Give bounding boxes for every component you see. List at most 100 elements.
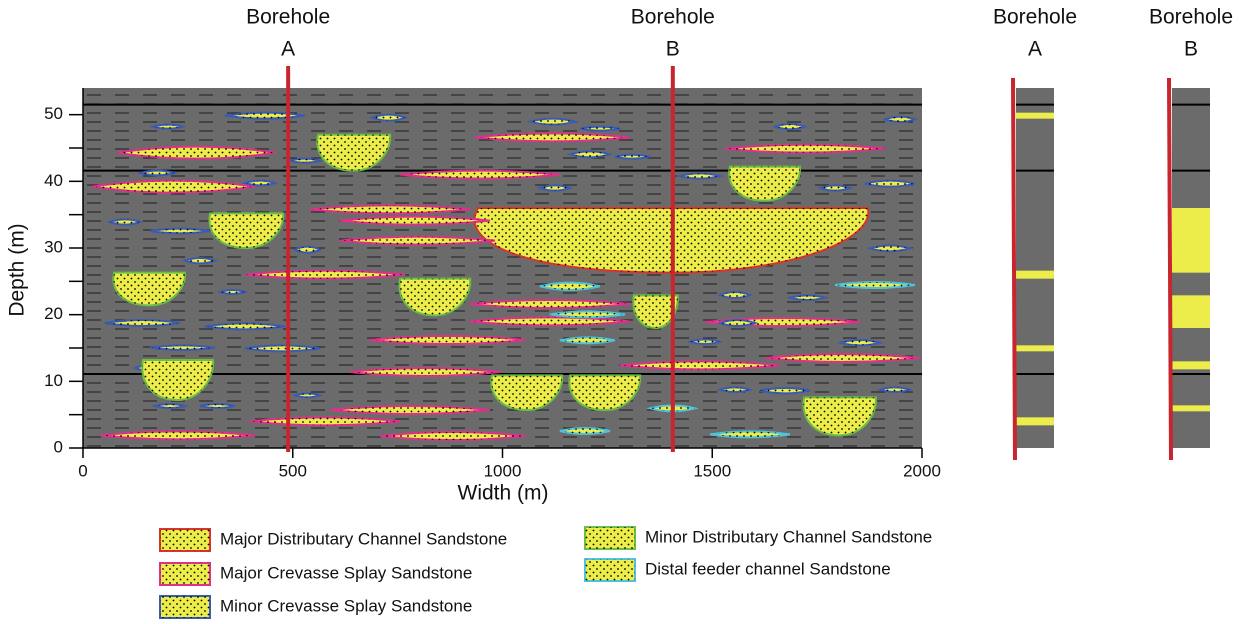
sand-body <box>339 215 491 226</box>
sand-body <box>759 387 811 395</box>
sand-body <box>614 153 651 160</box>
sand-dots <box>570 151 610 158</box>
sand-dots <box>539 282 600 290</box>
column-sand <box>1172 361 1210 370</box>
sand-body <box>866 244 914 253</box>
sand-dots <box>491 375 563 410</box>
sand-dots <box>864 180 915 187</box>
sand-body <box>717 291 753 299</box>
sand-dots <box>209 213 284 248</box>
sand-body <box>864 179 916 188</box>
sand-dots <box>184 258 216 264</box>
sand-body <box>329 405 491 415</box>
sand-body <box>728 165 801 202</box>
sand-body <box>106 218 144 226</box>
sand-body <box>100 430 256 441</box>
column-label: B <box>1184 38 1198 61</box>
sand-body <box>802 396 877 437</box>
sand-dots <box>200 404 235 408</box>
sand-dots <box>775 124 805 130</box>
sand-body <box>716 386 754 393</box>
borehole-title: Borehole <box>246 6 330 29</box>
x-tick-label: 0 <box>78 461 87 480</box>
sand-body <box>724 143 886 154</box>
sand-body <box>876 386 914 393</box>
sand-dots <box>330 406 490 414</box>
sand-body <box>772 123 808 131</box>
sand-body <box>244 344 321 353</box>
sand-dots <box>113 272 186 306</box>
x-axis-label: Width (m) <box>458 482 549 505</box>
x-tick-label: 500 <box>279 461 307 480</box>
sand-body <box>539 281 601 291</box>
sand-dots <box>719 320 756 326</box>
column-title: Borehole <box>993 6 1077 29</box>
sand-dots <box>559 428 610 434</box>
sand-body <box>566 150 614 159</box>
sand-dots <box>765 354 920 362</box>
sand-body <box>817 184 854 192</box>
sand-dots <box>294 246 321 253</box>
sand-body <box>579 125 621 132</box>
sand-body <box>716 319 759 327</box>
column-sand <box>1016 270 1054 279</box>
sand-body <box>676 172 724 180</box>
sand-body <box>559 427 611 435</box>
sand-dots <box>549 311 625 318</box>
sand-dots <box>869 245 910 252</box>
sand-dots <box>380 432 526 440</box>
column-sand <box>1172 405 1210 412</box>
y-axis-label: Depth (m) <box>6 223 29 316</box>
sand-dots <box>116 146 276 159</box>
sand-body <box>526 117 579 126</box>
sand-body <box>349 367 501 377</box>
legend-item: Major Distributary Channel Sandstone <box>159 528 507 552</box>
column-sand <box>1016 112 1054 119</box>
column-sand <box>1172 295 1210 328</box>
sand-dots <box>820 185 851 191</box>
sand-body <box>398 277 472 317</box>
sand-body <box>836 339 884 347</box>
sand-dots <box>679 173 720 179</box>
legend-item: Minor Distributary Channel Sandstone <box>584 526 932 550</box>
x-tick-label: 2000 <box>903 461 941 480</box>
sand-dots <box>244 180 276 186</box>
sand-dots <box>369 336 526 344</box>
sand-body <box>369 113 409 122</box>
sand-dots <box>789 295 826 300</box>
sand-body <box>141 359 215 402</box>
sand-dots <box>880 387 910 392</box>
sand-dots <box>710 431 790 438</box>
sand-dots <box>633 295 678 328</box>
sand-body <box>536 184 574 192</box>
x-tick-label: 1500 <box>693 461 731 480</box>
sand-body <box>244 269 406 280</box>
sand-body <box>249 416 401 427</box>
sand-dots <box>244 270 406 279</box>
sand-body <box>469 316 631 327</box>
legend-item: Major Crevasse Splay Sandstone <box>159 562 472 586</box>
sand-body <box>619 360 781 371</box>
sand-body <box>291 392 324 399</box>
column-sand <box>1172 208 1210 273</box>
sand-body <box>559 336 616 345</box>
column-label: A <box>1028 38 1042 61</box>
sand-body <box>181 257 219 265</box>
sand-dots <box>289 158 321 163</box>
sand-dots <box>690 339 720 344</box>
sand-dots <box>309 205 471 214</box>
sand-dots <box>474 133 631 142</box>
sand-body <box>765 353 921 363</box>
sand-body <box>199 403 236 409</box>
sand-dots <box>469 300 631 308</box>
sand-dots <box>140 170 175 176</box>
sand-dots <box>580 126 620 131</box>
sand-dots <box>400 170 560 179</box>
sand-dots <box>729 166 801 201</box>
sand-dots <box>317 134 391 171</box>
sand-dots <box>142 360 214 400</box>
sand-body <box>136 169 179 177</box>
x-tick-label: 1000 <box>484 461 522 480</box>
sand-dots <box>91 180 255 193</box>
sand-body <box>151 403 189 409</box>
